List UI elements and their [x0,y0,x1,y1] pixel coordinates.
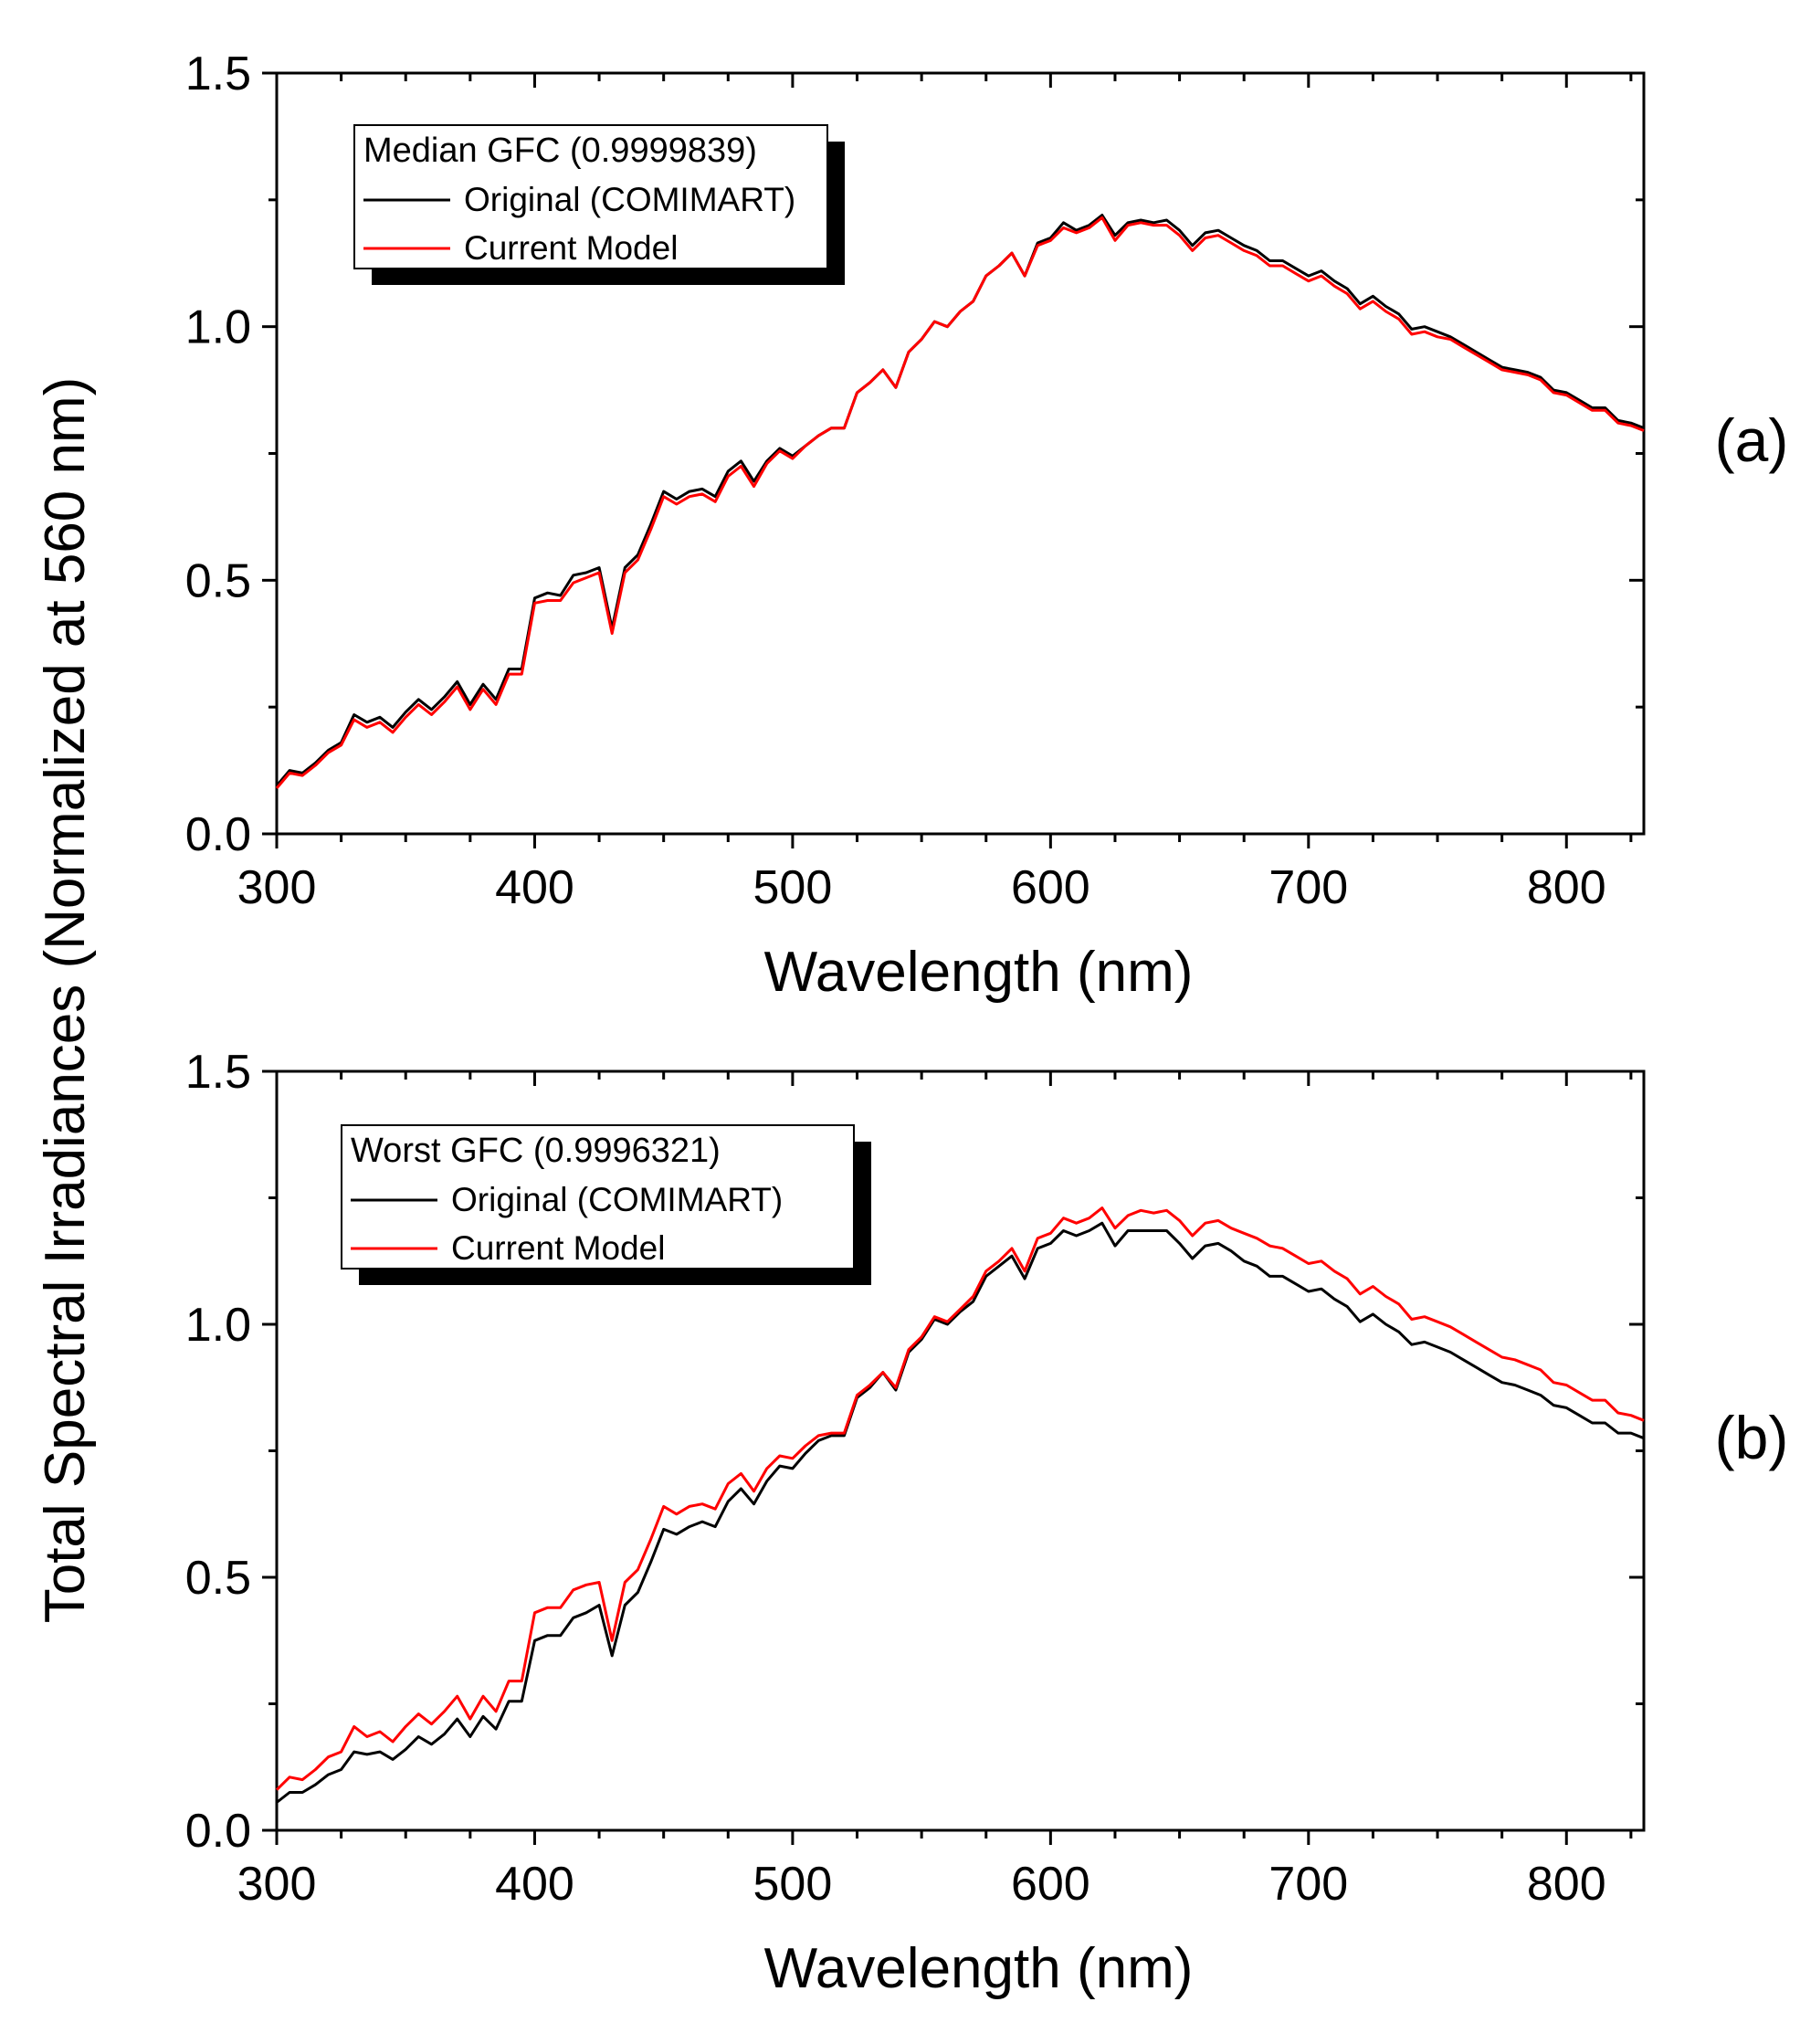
x-tick-label: 600 [1011,1858,1090,1911]
y-tick-label: 1.5 [185,47,251,100]
series-line-current-model [275,1206,1645,1791]
legend-entry-label: Original (COMIMART) [451,1181,783,1218]
x-tick-label: 300 [237,1858,317,1911]
x-tick-label: 500 [753,861,833,914]
x-tick-label: 800 [1527,861,1606,914]
y-tick-label: 0.5 [185,554,251,607]
series-line-current-model [275,216,1645,789]
y-tick-label: 0.0 [185,1805,251,1858]
y-tick-label: 1.0 [185,301,251,354]
legend-box [353,124,828,269]
legend: Median GFC (0.9999839) Original (COMIMART… [353,124,845,285]
x-tick-label: 300 [237,861,317,914]
y-tick-label: 1.0 [185,1299,251,1352]
shared-y-axis-title: Total Spectral Irradiances (Normalized a… [34,377,97,1624]
panel-label: (b) [1715,1404,1789,1471]
series-line-original [276,1221,1645,1804]
x-tick-label: 700 [1268,1858,1348,1911]
chart-panel-b: 300 400 500 600 700 800 0.0 0.5 1.0 1.5 Wavelength… [185,1046,1789,2000]
x-tick-label: 800 [1527,1858,1606,1911]
series-line-original [275,214,1645,787]
x-tick-label: 400 [495,1858,574,1911]
legend-entry-label: Current Model [464,229,678,267]
panel-label: (a) [1715,406,1789,474]
x-tick-label: 600 [1011,861,1090,914]
chart-panel-a: 300 400 500 600 700 800 0.0 0.5 1.0 1.5 Wavelength… [185,47,1789,1004]
y-tick-label: 1.5 [185,1046,251,1099]
y-tick-label: 0.5 [185,1552,251,1605]
x-tick-label: 700 [1268,861,1348,914]
legend-entry-label: Current Model [451,1229,665,1267]
x-tick-label: 500 [753,1858,833,1911]
legend-entry-label: Original (COMIMART) [464,181,795,218]
legend-title: Median GFC (0.9999839) [363,132,757,170]
x-axis-title: Wavelength (nm) [764,1937,1194,2000]
legend-title: Worst GFC (0.9996321) [351,1132,721,1170]
legend: Worst GFC (0.9996321) Original (COMIMART)… [341,1124,871,1285]
x-tick-label: 400 [495,861,574,914]
legend-box [341,1124,855,1270]
x-axis-title: Wavelength (nm) [764,941,1194,1004]
y-tick-label: 0.0 [185,808,251,861]
